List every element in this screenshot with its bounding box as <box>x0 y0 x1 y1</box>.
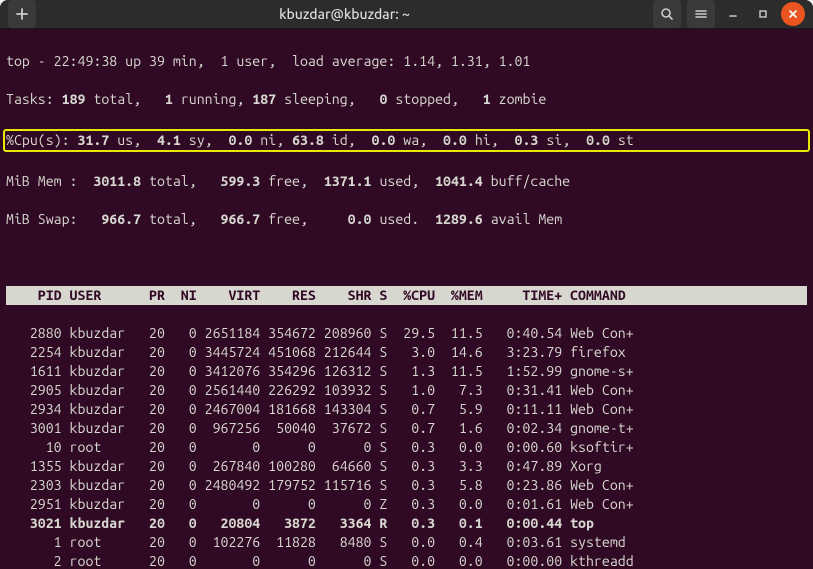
terminal-window: kbuzdar@kbuzdar: ~ top - 22:49:38 up 39 … <box>0 0 813 569</box>
process-row: 2905 kbuzdar 20 0 2561440 226292 103932 … <box>6 381 807 400</box>
process-row: 1355 kbuzdar 20 0 267840 100280 64660 S … <box>6 457 807 476</box>
maximize-button[interactable] <box>751 2 775 26</box>
process-row: 2254 kbuzdar 20 0 3445724 451068 212644 … <box>6 343 807 362</box>
process-list: 2880 kbuzdar 20 0 2651184 354672 208960 … <box>6 324 807 569</box>
process-row: 1 root 20 0 102276 11828 8480 S 0.0 0.4 … <box>6 533 807 552</box>
top-line-mem: MiB Mem : 3011.8 total, 599.3 free, 1371… <box>6 172 807 191</box>
top-line-cpu: %Cpu(s): 31.7 us, 4.1 sy, 0.0 ni, 63.8 i… <box>6 131 807 150</box>
process-row: 1611 kbuzdar 20 0 3412076 354296 126312 … <box>6 362 807 381</box>
cpu-highlight: %Cpu(s): 31.7 us, 4.1 sy, 0.0 ni, 63.8 i… <box>3 129 810 152</box>
process-row: 2880 kbuzdar 20 0 2651184 354672 208960 … <box>6 324 807 343</box>
menu-button[interactable] <box>687 0 715 28</box>
process-row: 10 root 20 0 0 0 0 S 0.3 0.0 0:00.60 kso… <box>6 438 807 457</box>
blank-line <box>6 248 807 267</box>
terminal-output[interactable]: top - 22:49:38 up 39 min, 1 user, load a… <box>0 29 813 569</box>
top-line-swap: MiB Swap: 966.7 total, 966.7 free, 0.0 u… <box>6 210 807 229</box>
minimize-button[interactable] <box>721 2 745 26</box>
titlebar: kbuzdar@kbuzdar: ~ <box>0 0 813 29</box>
process-header: PID USER PR NI VIRT RES SHR S %CPU %MEM … <box>6 286 807 305</box>
process-row: 3021 kbuzdar 20 0 20804 3872 3364 R 0.3 … <box>6 514 807 533</box>
top-line-uptime: top - 22:49:38 up 39 min, 1 user, load a… <box>6 52 807 71</box>
window-title: kbuzdar@kbuzdar: ~ <box>42 6 647 22</box>
process-row: 2 root 20 0 0 0 0 S 0.0 0.0 0:00.00 kthr… <box>6 552 807 569</box>
top-line-tasks: Tasks: 189 total, 1 running, 187 sleepin… <box>6 90 807 109</box>
process-row: 3001 kbuzdar 20 0 967256 50040 37672 S 0… <box>6 419 807 438</box>
new-tab-button[interactable] <box>8 0 36 28</box>
process-row: 2303 kbuzdar 20 0 2480492 179752 115716 … <box>6 476 807 495</box>
search-button[interactable] <box>653 0 681 28</box>
process-row: 2934 kbuzdar 20 0 2467004 181668 143304 … <box>6 400 807 419</box>
process-row: 2951 kbuzdar 20 0 0 0 0 Z 0.3 0.0 0:01.6… <box>6 495 807 514</box>
close-button[interactable] <box>781 2 805 26</box>
